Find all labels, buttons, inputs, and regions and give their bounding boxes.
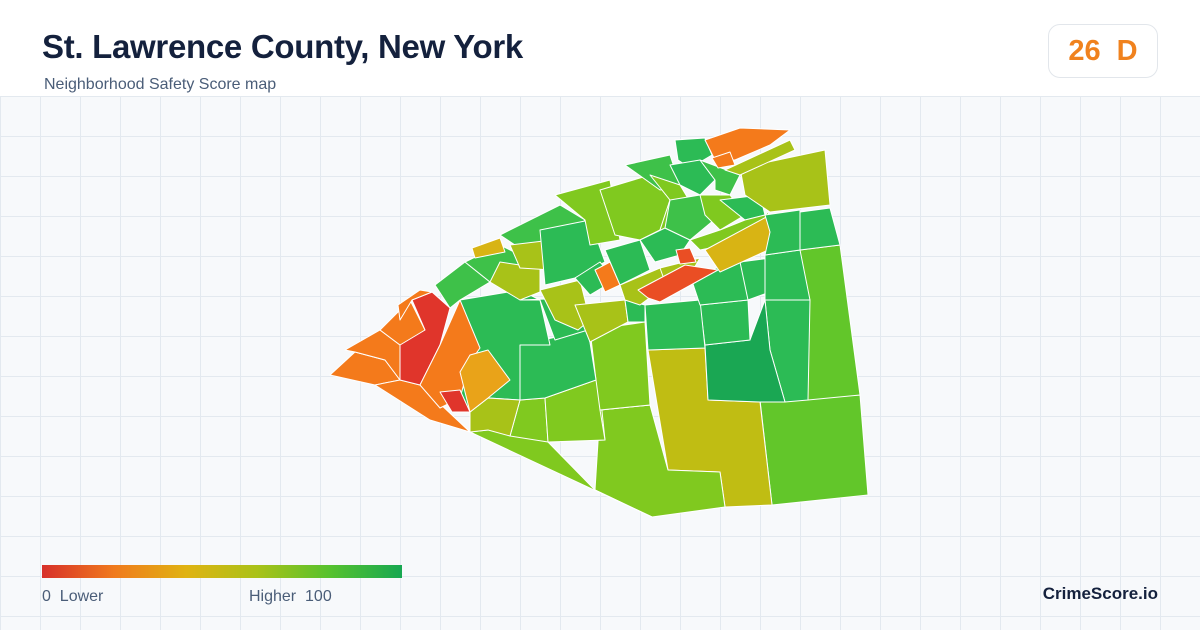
legend-high-value: 100: [305, 588, 332, 605]
map-region[interactable]: [699, 299, 751, 346]
safety-score-value: 26: [1068, 34, 1101, 67]
map-region[interactable]: [644, 299, 706, 351]
map-region[interactable]: [604, 239, 651, 286]
map-region[interactable]: [397, 289, 433, 321]
safety-score-badge: 26 D: [1048, 24, 1158, 78]
legend-high-label: Higher 100: [249, 588, 332, 606]
page-title: St. Lawrence County, New York: [42, 28, 523, 65]
map-region[interactable]: [724, 139, 796, 176]
map-region[interactable]: [711, 151, 736, 169]
page-subtitle: Neighborhood Safety Score map: [44, 76, 277, 93]
header: [0, 0, 1200, 96]
map-region[interactable]: [739, 149, 831, 213]
legend-color-scale: [42, 565, 402, 578]
map-region[interactable]: [374, 379, 471, 433]
safety-grade: D: [1116, 34, 1138, 67]
legend-low-text: Lower: [59, 588, 104, 605]
legend-low-label: 0 Lower: [42, 588, 103, 606]
legend-high-text: Higher: [249, 588, 297, 605]
map-region[interactable]: [704, 299, 786, 403]
map-region[interactable]: [759, 394, 869, 506]
map-region[interactable]: [764, 209, 801, 256]
brand-logo-text[interactable]: CrimeScore.io: [1042, 584, 1158, 603]
map-region[interactable]: [675, 247, 697, 265]
map-region[interactable]: [637, 264, 719, 303]
map-region[interactable]: [471, 237, 506, 259]
map-region[interactable]: [799, 207, 841, 251]
map-region[interactable]: [434, 261, 491, 309]
map-region[interactable]: [439, 389, 471, 413]
map-region[interactable]: [669, 159, 716, 196]
legend-low-value: 0: [42, 588, 51, 605]
